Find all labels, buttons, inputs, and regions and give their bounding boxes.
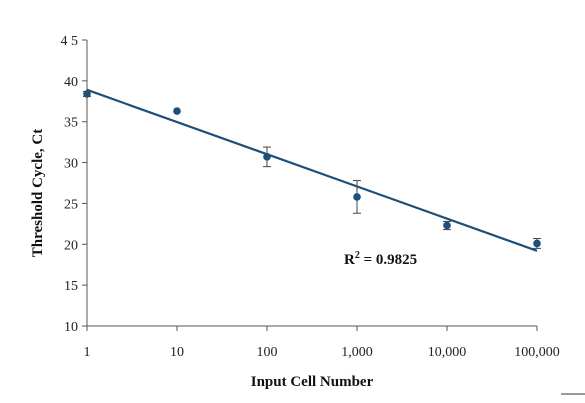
y-tick-label: 10 xyxy=(64,320,78,335)
x-tick-label: 100 xyxy=(257,345,278,360)
y-ticks: 10 15 20 25 30 35 40 4 5 xyxy=(61,34,87,335)
data-point xyxy=(533,239,541,248)
r-squared-annotation: R2 = 0.9825 xyxy=(344,250,417,268)
trendline-group xyxy=(86,88,538,252)
data-point xyxy=(173,107,181,115)
x-axis-title: Input Cell Number xyxy=(251,374,374,390)
y-axis-title: Threshold Cycle, Ct xyxy=(30,129,46,257)
data-point xyxy=(443,221,451,230)
r-squared-symbol: R xyxy=(344,252,355,268)
x-tick-label: 10,000 xyxy=(428,345,467,360)
y-tick-label: 30 xyxy=(64,157,78,172)
data-points xyxy=(83,90,541,248)
y-tick-label: 15 xyxy=(64,279,78,294)
y-tick-label: 4 5 xyxy=(61,34,79,49)
data-point xyxy=(83,90,91,98)
trendline xyxy=(86,88,538,252)
data-point xyxy=(263,153,271,161)
window-corner-mark xyxy=(561,393,585,395)
y-tick-label: 20 xyxy=(64,238,78,253)
x-tick-label: 100,000 xyxy=(514,345,560,360)
x-tick-label: 10 xyxy=(170,345,184,360)
data-point xyxy=(353,193,361,201)
plot-frame xyxy=(86,40,537,327)
y-tick-label: 25 xyxy=(64,197,78,212)
y-tick-label: 35 xyxy=(64,116,78,131)
y-tick-label: 40 xyxy=(64,75,78,90)
x-ticks: 1 10 100 1,000 10,000 100,000 xyxy=(84,326,560,360)
r-squared-superscript: 2 xyxy=(355,250,360,261)
x-tick-label: 1,000 xyxy=(341,345,373,360)
x-tick-label: 1 xyxy=(84,345,91,360)
r-squared-value: = 0.9825 xyxy=(360,252,417,268)
